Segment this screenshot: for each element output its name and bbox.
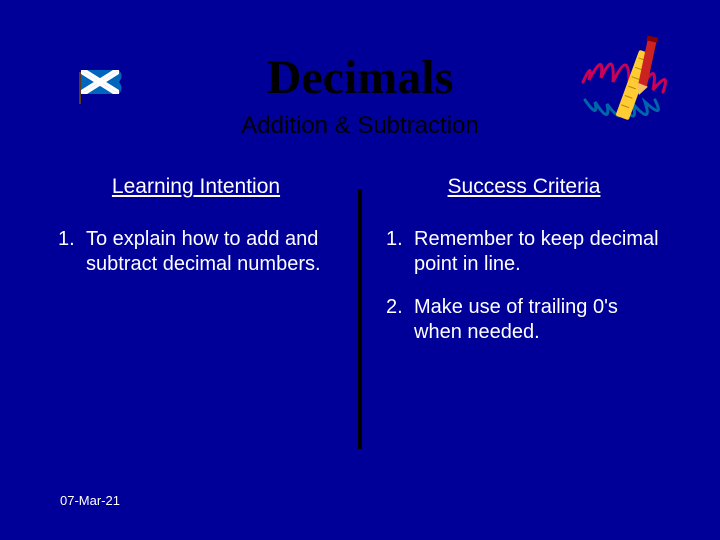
list-number: 1. [58,227,86,277]
slide-title: Decimals [0,50,720,105]
left-column: Learning Intention 1. To explain how to … [40,175,358,455]
list-item: 1. Remember to keep decimal point in lin… [386,227,662,277]
slide: Decimals Addition & Subtraction Learning… [0,0,720,540]
list-number: 1. [386,227,414,277]
footer-date: 07-Mar-21 [60,493,120,508]
list-number: 2. [386,295,414,345]
list-text: Remember to keep decimal point in line. [414,227,662,277]
success-criteria-heading: Success Criteria [386,175,662,199]
right-column: Success Criteria 1. Remember to keep dec… [362,175,680,455]
slide-subtitle: Addition & Subtraction [0,112,720,140]
list-text: To explain how to add and subtract decim… [86,227,334,277]
content-columns: Learning Intention 1. To explain how to … [40,175,680,455]
list-text: Make use of trailing 0's when needed. [414,295,662,345]
learning-intention-heading: Learning Intention [58,175,334,199]
list-item: 2. Make use of trailing 0's when needed. [386,295,662,345]
list-item: 1. To explain how to add and subtract de… [58,227,334,277]
